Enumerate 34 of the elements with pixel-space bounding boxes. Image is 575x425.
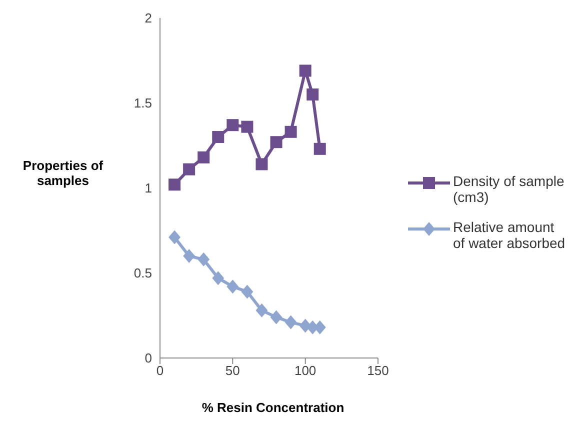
point xyxy=(270,136,282,148)
x-tick-label: 100 xyxy=(294,363,316,378)
point xyxy=(284,315,297,330)
point xyxy=(168,230,181,244)
point xyxy=(212,271,224,286)
point xyxy=(183,163,196,176)
x-tick-label: 50 xyxy=(225,363,240,378)
point xyxy=(198,252,210,266)
y-tick-label: 0 xyxy=(144,350,152,366)
point xyxy=(212,131,224,143)
y-tick-label: 2 xyxy=(144,10,152,26)
point xyxy=(226,119,239,132)
point xyxy=(256,158,268,170)
point xyxy=(314,142,326,155)
y-axis-title: Properties of samples xyxy=(22,158,104,188)
point xyxy=(256,303,268,318)
y-tick-label: 1.5 xyxy=(134,96,152,111)
y-tick-label: 1 xyxy=(144,180,152,196)
point xyxy=(241,284,254,299)
point xyxy=(183,249,196,263)
point xyxy=(270,310,282,324)
point xyxy=(241,120,254,133)
y-tick-label: 0.5 xyxy=(134,266,152,281)
point xyxy=(168,178,181,191)
x-axis-title: % Resin Concentration xyxy=(200,400,346,415)
point xyxy=(306,88,319,100)
point xyxy=(226,280,239,294)
x-tick-label: 150 xyxy=(367,363,389,378)
legend-label: Density of sample (cm3) xyxy=(453,173,566,205)
x-tick-label: 0 xyxy=(156,363,164,378)
point xyxy=(299,64,312,77)
point xyxy=(198,151,210,164)
legend-label: Relative amount of water absorbed xyxy=(453,219,566,251)
point xyxy=(284,126,297,138)
